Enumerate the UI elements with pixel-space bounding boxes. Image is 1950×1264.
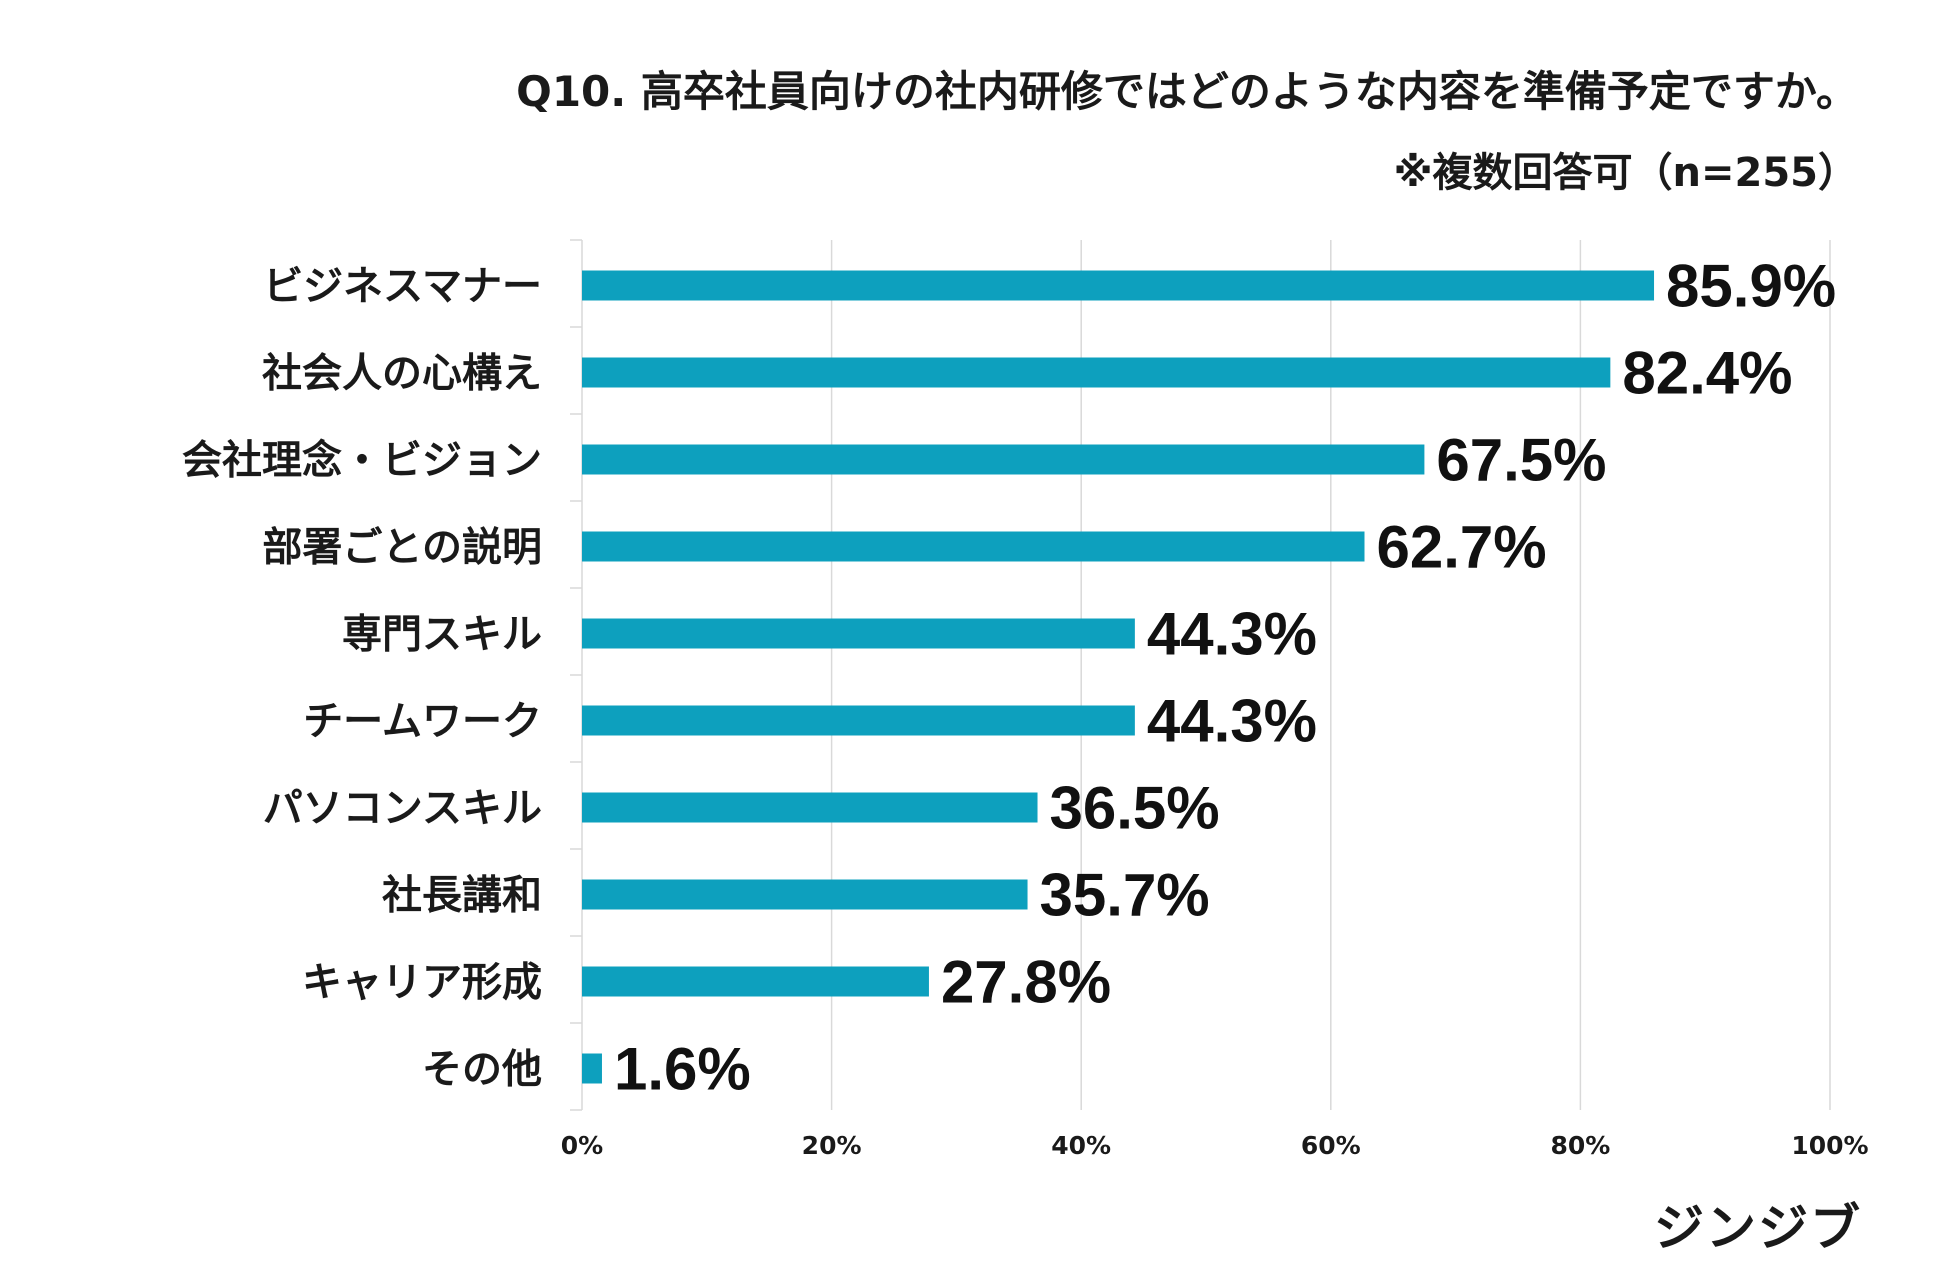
x-tick-label: 60% [1301,1131,1361,1160]
category-label: 社会人の心構え [262,351,542,397]
value-label: 35.7% [1040,862,1210,929]
bar [582,966,929,997]
bar [582,879,1028,910]
value-label: 85.9% [1666,253,1836,320]
category-label: ビジネスマナー [263,264,542,310]
bar [582,618,1135,649]
value-label: 1.6% [614,1036,751,1103]
value-label: 67.5% [1436,427,1606,494]
category-label: 専門スキル [342,612,542,658]
category-label: 社長講和 [382,873,542,919]
bars [582,270,1655,1084]
category-label: パソコンスキル [263,786,542,832]
bar [582,357,1611,388]
brand-logo: ジンジブ [1654,1199,1862,1257]
category-labels: ビジネスマナー社会人の心構え会社理念・ビジョン部署ごとの説明専門スキルチームワー… [182,264,542,1093]
x-tick-label: 40% [1051,1131,1111,1160]
value-label: 44.3% [1147,688,1317,755]
x-tick-label: 20% [802,1131,862,1160]
x-tick-label: 80% [1550,1131,1610,1160]
value-labels: 85.9% 82.4%67.5% 62.7% 44.3% 44.3% 36.5% 35.7%… [614,253,1836,1103]
bar [582,270,1655,301]
x-axis-ticks: 0% 20% 40% 60% 80% 100% [561,1131,1869,1160]
category-label: その他 [422,1047,542,1093]
value-label: 82.4% [1622,340,1792,407]
value-label: 44.3% [1147,601,1317,668]
value-label: 27.8% [941,949,1111,1016]
bar [582,1053,602,1084]
category-label: 会社理念・ビジョン [182,438,542,484]
category-label: キャリア形成 [302,960,542,1006]
value-label: 62.7% [1376,514,1546,581]
x-tick-label: 0% [561,1131,603,1160]
category-label: 部署ごとの説明 [262,525,542,571]
chart-subtitle: ※複数回答可（n=255） [1393,150,1858,196]
bar [582,705,1135,736]
category-label: チームワーク [303,699,542,745]
chart-title: Q10. 高卒社員向けの社内研修ではどのような内容を準備予定ですか。 [516,67,1858,116]
value-label: 36.5% [1050,775,1220,842]
x-tick-label: 100% [1791,1131,1868,1160]
bar [582,531,1365,562]
bar [582,792,1038,823]
bar [582,444,1425,475]
